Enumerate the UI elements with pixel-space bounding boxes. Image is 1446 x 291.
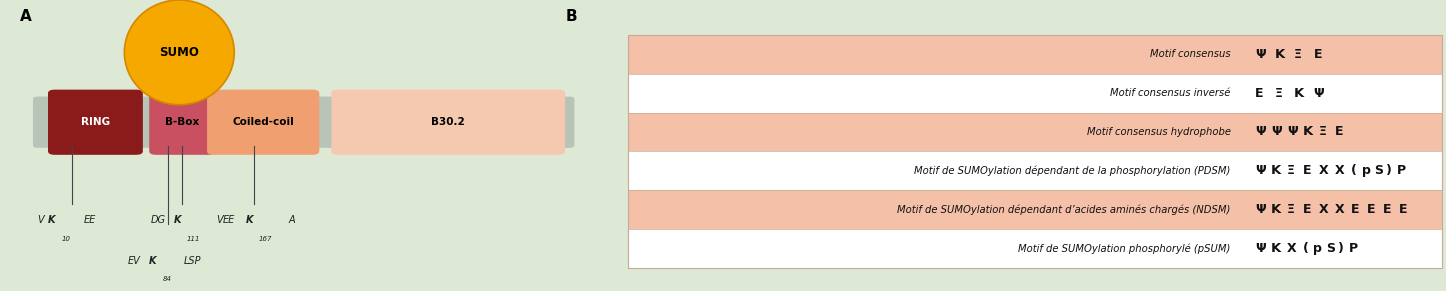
Text: X: X xyxy=(1319,203,1329,216)
Bar xyxy=(628,229,1442,268)
Text: B: B xyxy=(565,9,577,24)
Text: P: P xyxy=(1349,242,1358,255)
Bar xyxy=(628,35,1442,268)
Text: Coiled-coil: Coiled-coil xyxy=(233,117,294,127)
Ellipse shape xyxy=(124,0,234,105)
Text: ): ) xyxy=(1339,242,1345,255)
Text: B30.2: B30.2 xyxy=(431,117,466,127)
Text: DG: DG xyxy=(150,215,165,225)
Text: Ξ: Ξ xyxy=(1287,164,1294,177)
Bar xyxy=(628,35,1442,74)
Text: Ψ: Ψ xyxy=(1255,242,1265,255)
Text: V: V xyxy=(215,215,223,225)
FancyBboxPatch shape xyxy=(331,90,565,155)
Text: K: K xyxy=(1271,203,1281,216)
Bar xyxy=(628,151,1442,190)
Text: Motif de SUMOylation phosphorylé (pSUM): Motif de SUMOylation phosphorylé (pSUM) xyxy=(1018,243,1231,253)
Text: Motif consensus hydrophobe: Motif consensus hydrophobe xyxy=(1087,127,1231,137)
Text: (: ( xyxy=(1351,164,1356,177)
FancyBboxPatch shape xyxy=(207,90,320,155)
Text: Ε: Ε xyxy=(1313,48,1322,61)
Text: Ψ: Ψ xyxy=(1271,125,1281,139)
Text: Ψ: Ψ xyxy=(1255,164,1265,177)
Text: Ξ: Ξ xyxy=(1287,203,1294,216)
Text: Ψ: Ψ xyxy=(1255,48,1265,61)
Text: Ε: Ε xyxy=(1335,125,1343,139)
Text: K: K xyxy=(1294,87,1304,100)
Text: Ε: Ε xyxy=(1303,164,1312,177)
Text: K: K xyxy=(1271,242,1281,255)
Text: 111: 111 xyxy=(187,236,201,242)
Text: 167: 167 xyxy=(259,236,273,242)
Text: Motif de SUMOylation dépendant de la phosphorylation (PDSM): Motif de SUMOylation dépendant de la pho… xyxy=(914,166,1231,176)
Text: K: K xyxy=(1303,125,1313,139)
Text: Ε: Ε xyxy=(1366,203,1375,216)
Text: EE: EE xyxy=(84,215,95,225)
Text: S: S xyxy=(1374,164,1382,177)
Text: SUMO: SUMO xyxy=(159,46,200,59)
Text: Ψ: Ψ xyxy=(1255,203,1265,216)
Text: V: V xyxy=(38,215,45,225)
Text: Ξ: Ξ xyxy=(1319,125,1327,139)
Text: LSP: LSP xyxy=(184,256,201,266)
Text: Motif consensus inversé: Motif consensus inversé xyxy=(1111,88,1231,98)
Text: p: p xyxy=(1362,164,1371,177)
Bar xyxy=(628,190,1442,229)
Text: B-Box: B-Box xyxy=(165,117,200,127)
Text: EE: EE xyxy=(223,215,234,225)
Text: Ε: Ε xyxy=(1382,203,1391,216)
FancyBboxPatch shape xyxy=(149,90,215,155)
Text: Ξ: Ξ xyxy=(1274,87,1283,100)
Text: Ξ: Ξ xyxy=(1294,48,1301,61)
Text: K: K xyxy=(149,256,156,266)
Text: Ψ: Ψ xyxy=(1313,87,1325,100)
Text: p: p xyxy=(1313,242,1323,255)
Text: Ψ: Ψ xyxy=(1255,125,1265,139)
Text: Motif consensus: Motif consensus xyxy=(1150,49,1231,59)
FancyBboxPatch shape xyxy=(48,90,143,155)
Text: A: A xyxy=(288,215,295,225)
FancyBboxPatch shape xyxy=(33,97,574,148)
Text: (: ( xyxy=(1303,242,1309,255)
Text: S: S xyxy=(1326,242,1335,255)
Text: K: K xyxy=(246,215,253,225)
Text: K: K xyxy=(1274,48,1284,61)
Text: 84: 84 xyxy=(162,276,172,283)
Text: K: K xyxy=(1271,164,1281,177)
Text: A: A xyxy=(20,9,32,24)
Text: Motif de SUMOylation dépendant d’acides aminés chargés (NDSM): Motif de SUMOylation dépendant d’acides … xyxy=(898,204,1231,215)
Text: K: K xyxy=(174,215,181,225)
Text: Ε: Ε xyxy=(1303,203,1312,216)
Text: Ε: Ε xyxy=(1255,87,1264,100)
Text: X: X xyxy=(1335,164,1345,177)
Bar xyxy=(628,74,1442,113)
Text: Ε: Ε xyxy=(1351,203,1359,216)
Text: X: X xyxy=(1335,203,1345,216)
Text: EV: EV xyxy=(127,256,140,266)
Text: ): ) xyxy=(1387,164,1392,177)
Text: Ψ: Ψ xyxy=(1287,125,1297,139)
Text: 10: 10 xyxy=(61,236,71,242)
Text: K: K xyxy=(48,215,55,225)
Bar xyxy=(628,113,1442,151)
Text: P: P xyxy=(1397,164,1406,177)
Text: X: X xyxy=(1319,164,1329,177)
Text: RING: RING xyxy=(81,117,110,127)
Text: X: X xyxy=(1287,242,1297,255)
Text: Ε: Ε xyxy=(1398,203,1407,216)
